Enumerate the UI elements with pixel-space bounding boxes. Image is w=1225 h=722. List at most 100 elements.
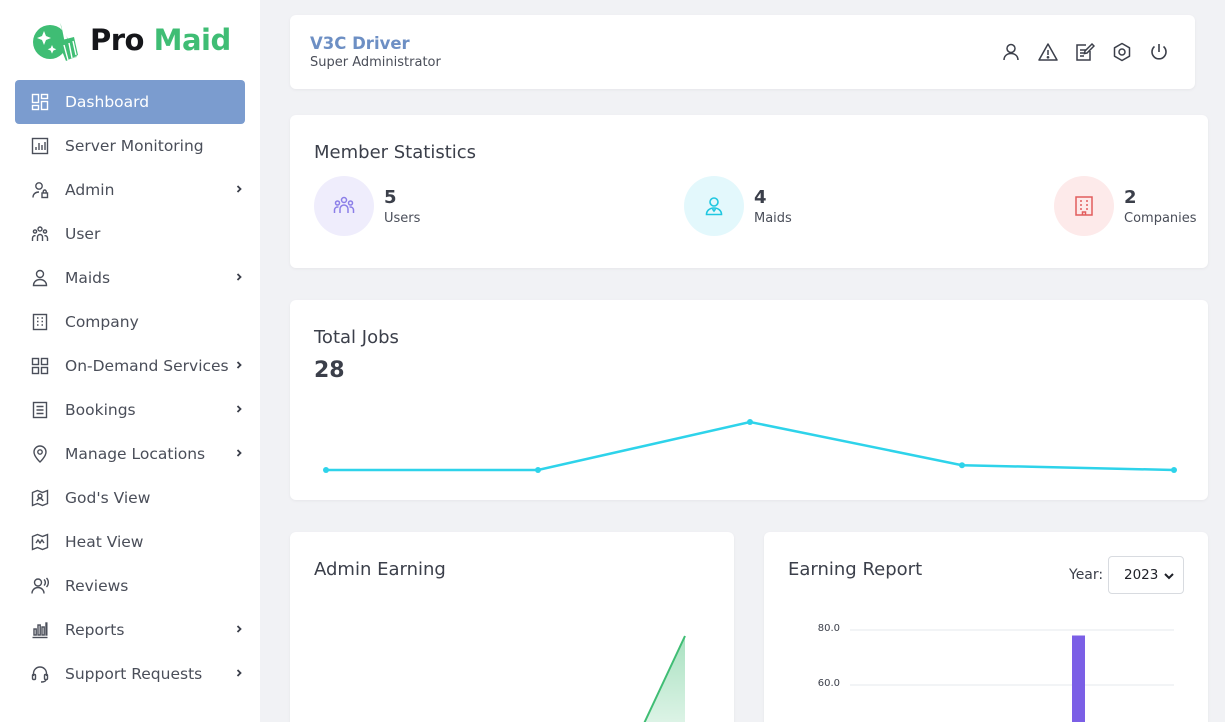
sidebar-item-label: Company	[65, 313, 139, 331]
sidebar-item-support-requests[interactable]: Support Requests	[15, 652, 245, 696]
total-jobs-point-5[interactable]	[1171, 467, 1177, 473]
alert-icon[interactable]	[1038, 42, 1058, 62]
admin-earning-line	[643, 635, 686, 722]
sidebar-item-label: User	[65, 225, 101, 243]
chevron-right-icon	[233, 359, 245, 371]
settings-icon[interactable]	[1112, 42, 1132, 62]
users-icon	[31, 225, 49, 243]
user-icon	[684, 176, 744, 236]
sidebar-item-label: Support Requests	[65, 665, 203, 683]
bar-chart-icon	[31, 137, 49, 155]
user-role: Super Administrator	[310, 55, 441, 70]
brand-word-1: Pro	[90, 23, 144, 57]
user-name[interactable]: V3C Driver	[310, 34, 410, 53]
header-actions	[1001, 42, 1169, 62]
maids-stat[interactable]: 4 Maids	[684, 176, 792, 236]
grid-icon	[31, 357, 49, 375]
sidebar-item-label: God's View	[65, 489, 151, 507]
users-count: 5	[384, 186, 397, 208]
sidebar: Pro Maid Dashboard Server Monitoring Admin…	[0, 0, 260, 722]
total-jobs-series-line	[326, 420, 1175, 472]
member-statistics-card: Member Statistics 5 Users 4 Maids 2 Comp…	[290, 115, 1208, 268]
sidebar-item-label: Reports	[65, 621, 125, 639]
total-jobs-point-1[interactable]	[323, 467, 329, 473]
total-jobs-title: Total Jobs	[314, 327, 399, 348]
brand-logo[interactable]: Pro Maid	[0, 0, 260, 80]
sidebar-item-reviews[interactable]: Reviews	[15, 564, 245, 608]
sidebar-item-dashboard[interactable]: Dashboard	[15, 80, 245, 124]
sidebar-item-label: On-Demand Services	[65, 357, 229, 375]
brand-word-2: Maid	[153, 23, 232, 57]
total-jobs-value: 28	[314, 358, 345, 383]
sidebar-item-bookings[interactable]: Bookings	[15, 388, 245, 432]
sidebar-item-label: Bookings	[65, 401, 136, 419]
edit-icon[interactable]	[1075, 42, 1095, 62]
chevron-right-icon	[233, 447, 245, 459]
users-icon	[314, 176, 374, 236]
year-value: 2023	[1124, 567, 1159, 583]
chevron-right-icon	[233, 183, 245, 195]
broom-sparkle-icon	[33, 20, 78, 61]
companies-stat[interactable]: 2 Companies	[1054, 176, 1197, 236]
y-tick-label: 60.0	[818, 678, 840, 689]
map-pin-icon	[31, 445, 49, 463]
sidebar-item-label: Server Monitoring	[65, 137, 204, 155]
sidebar-item-label: Manage Locations	[65, 445, 206, 463]
chevron-down-icon	[1164, 573, 1174, 580]
year-select[interactable]: 2023	[1108, 556, 1184, 594]
companies-count: 2	[1124, 186, 1137, 208]
sidebar-item-label: Reviews	[65, 577, 129, 595]
earning-report-chart: 80.0 60.0	[818, 623, 1174, 722]
reviews-icon	[31, 577, 49, 595]
y-tick-label: 80.0	[818, 623, 840, 634]
admin-earning-chart	[643, 635, 686, 722]
sidebar-item-label: Dashboard	[65, 93, 150, 111]
building-icon	[31, 313, 49, 331]
total-jobs-chart	[323, 419, 1177, 473]
dashboard-icon	[31, 93, 49, 111]
earning-report-card: Earning Report Year: 2023 80.0 60.0	[764, 532, 1208, 722]
total-jobs-point-2[interactable]	[535, 467, 541, 473]
heat-map-icon	[31, 533, 49, 551]
power-icon[interactable]	[1149, 42, 1169, 62]
headset-icon	[31, 665, 49, 683]
users-label: Users	[384, 210, 421, 226]
user-lock-icon	[31, 181, 49, 199]
reports-icon	[31, 621, 49, 639]
map-view-icon	[31, 489, 49, 507]
sidebar-item-server-monitoring[interactable]: Server Monitoring	[15, 124, 245, 168]
sidebar-item-manage-locations[interactable]: Manage Locations	[15, 432, 245, 476]
member-statistics-title: Member Statistics	[314, 142, 477, 163]
sidebar-item-on-demand-services[interactable]: On-Demand Services	[15, 344, 245, 388]
maids-count: 4	[754, 186, 767, 208]
sidebar-item-label: Heat View	[65, 533, 144, 551]
chevron-right-icon	[233, 403, 245, 415]
users-stat[interactable]: 5 Users	[314, 176, 420, 236]
sidebar-item-reports[interactable]: Reports	[15, 608, 245, 652]
sidebar-item-heat-view[interactable]: Heat View	[15, 520, 245, 564]
chevron-right-icon	[233, 623, 245, 635]
document-icon	[31, 401, 49, 419]
sidebar-item-maids[interactable]: Maids	[15, 256, 245, 300]
sidebar-item-label: Maids	[65, 269, 111, 287]
year-label: Year:	[1069, 567, 1104, 583]
brand-name: Pro Maid	[90, 23, 231, 57]
earning-report-title: Earning Report	[788, 559, 923, 580]
sidebar-item-admin[interactable]: Admin	[15, 168, 245, 212]
total-jobs-point-3[interactable]	[747, 419, 753, 425]
sidebar-item-god-s-view[interactable]: God's View	[15, 476, 245, 520]
earning-bar-1[interactable]	[1072, 635, 1085, 722]
top-header: V3C Driver Super Administrator	[290, 15, 1195, 89]
sidebar-item-company[interactable]: Company	[15, 300, 245, 344]
sidebar-item-user[interactable]: User	[15, 212, 245, 256]
sidebar-nav: Dashboard Server Monitoring Admin User Maids…	[0, 80, 260, 696]
admin-earning-title: Admin Earning	[314, 559, 446, 580]
companies-label: Companies	[1124, 210, 1197, 226]
chevron-right-icon	[233, 667, 245, 679]
user-icon	[31, 269, 49, 287]
sidebar-item-label: Admin	[65, 181, 115, 199]
total-jobs-point-4[interactable]	[959, 462, 965, 469]
building-icon	[1054, 176, 1114, 236]
chevron-right-icon	[233, 271, 245, 283]
profile-icon[interactable]	[1001, 42, 1021, 62]
